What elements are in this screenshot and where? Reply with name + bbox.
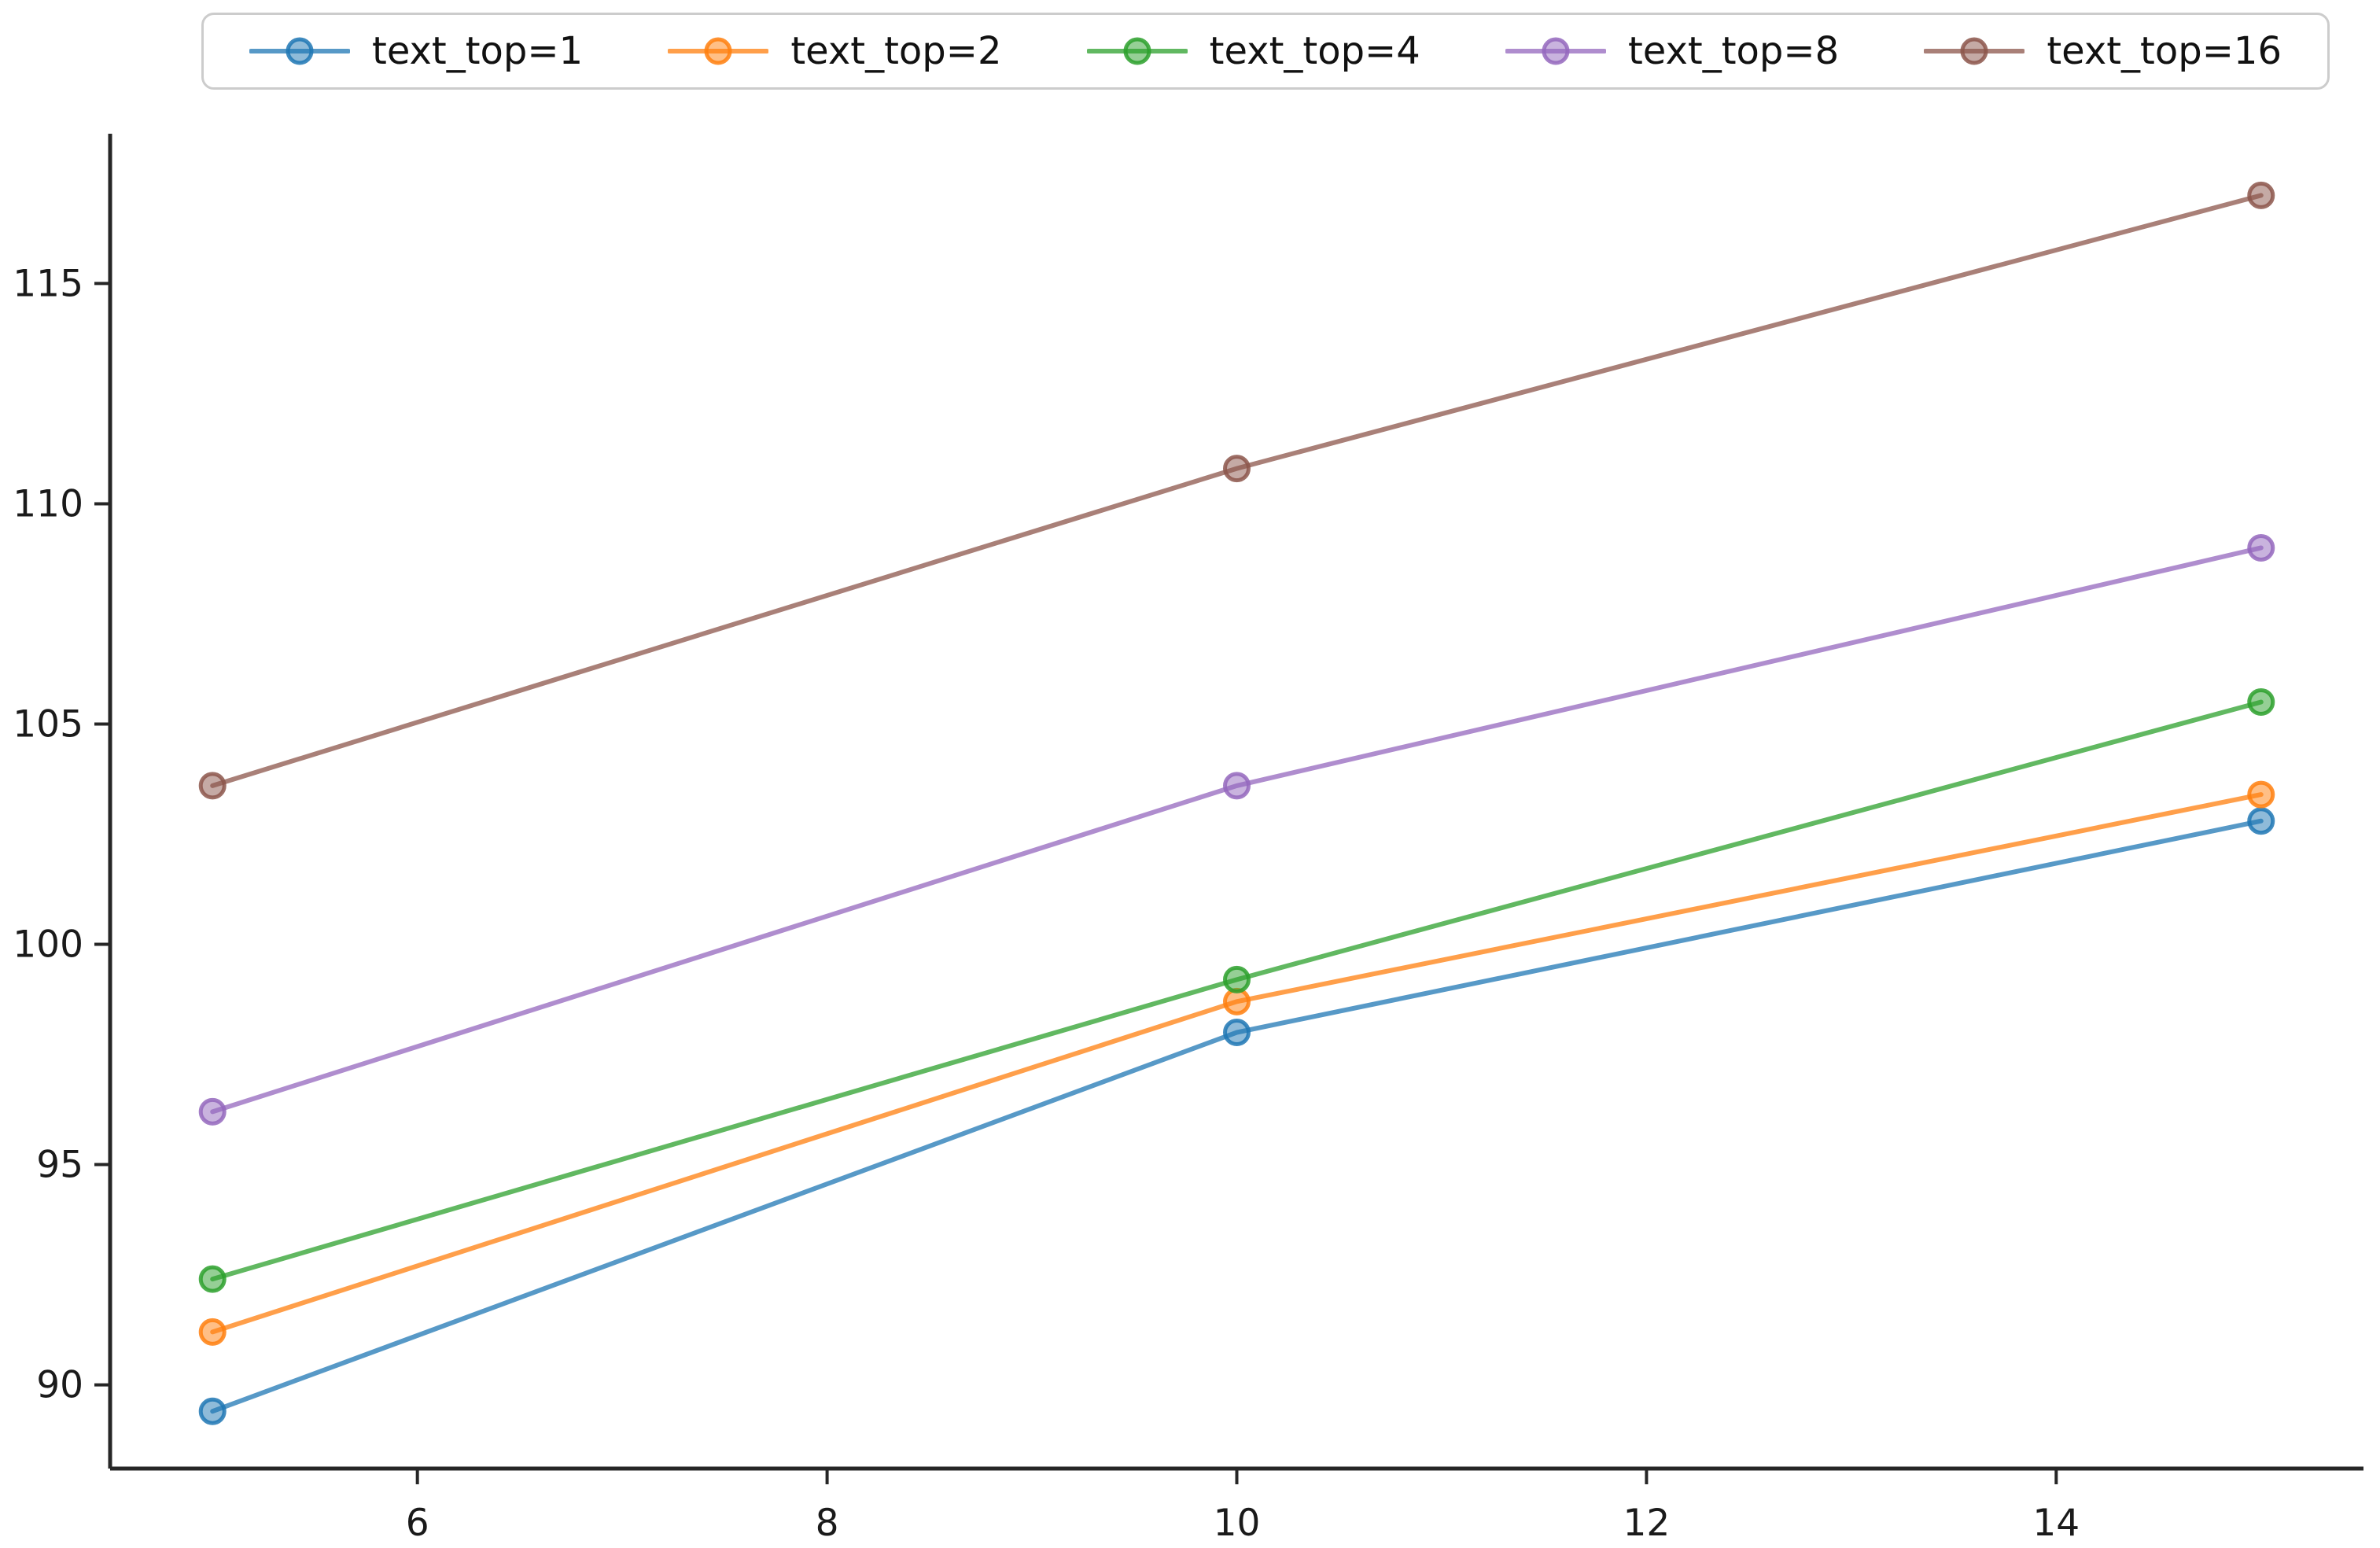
x-tick-label: 10 [1214, 1502, 1261, 1545]
data-point-text_top=16 [2247, 181, 2275, 209]
data-point-text_top=4 [1223, 965, 1251, 993]
legend-marker-icon [1505, 37, 1606, 65]
data-point-text_top=4 [198, 1265, 227, 1293]
legend-item-text_top=16: text_top=16 [1924, 29, 2282, 73]
legend-marker-icon [1924, 37, 2025, 65]
legend-label: text_top=4 [1209, 29, 1420, 73]
y-tick-label: 95 [36, 1144, 83, 1187]
y-tick-label: 105 [13, 702, 83, 746]
legend-marker-icon [249, 37, 350, 65]
data-point-text_top=1 [1223, 1019, 1251, 1047]
series-line-text_top=2 [210, 792, 2264, 1335]
series-line-text_top=16 [210, 193, 2264, 788]
x-tick-label: 14 [2032, 1502, 2080, 1545]
legend-item-text_top=8: text_top=8 [1505, 29, 1839, 73]
data-point-text_top=2 [198, 1318, 227, 1346]
x-tick-label: 12 [1623, 1502, 1671, 1545]
legend-item-text_top=1: text_top=1 [249, 29, 583, 73]
legend-label: text_top=2 [790, 29, 1002, 73]
y-tick-label: 115 [13, 262, 83, 305]
data-point-text_top=2 [2247, 780, 2275, 809]
legend-label: text_top=16 [2047, 29, 2282, 73]
y-tick-label: 110 [13, 482, 83, 525]
data-point-text_top=8 [1223, 772, 1251, 800]
series-line-text_top=1 [210, 818, 2264, 1414]
data-point-text_top=1 [2247, 807, 2275, 835]
data-point-text_top=8 [2247, 533, 2275, 562]
legend-marker-icon [668, 37, 769, 65]
y-tick-label: 100 [13, 923, 83, 967]
data-point-text_top=2 [1223, 987, 1251, 1015]
data-point-text_top=4 [2247, 687, 2275, 716]
legend-item-text_top=4: text_top=4 [1086, 29, 1420, 73]
data-point-text_top=16 [1223, 455, 1251, 483]
legend-label: text_top=8 [1627, 29, 1840, 73]
data-point-text_top=16 [198, 772, 227, 800]
legend: text_top=1 text_top=2 text_top=4 text_top=8… [201, 13, 2330, 90]
x-tick-label: 8 [816, 1502, 839, 1545]
y-tick-label: 90 [36, 1364, 83, 1407]
legend-marker-icon [1086, 37, 1188, 65]
data-point-text_top=8 [198, 1097, 227, 1126]
x-tick-label: 6 [406, 1502, 429, 1545]
data-point-text_top=1 [198, 1397, 227, 1425]
legend-label: text_top=1 [372, 29, 584, 73]
legend-item-text_top=2: text_top=2 [668, 29, 1001, 73]
